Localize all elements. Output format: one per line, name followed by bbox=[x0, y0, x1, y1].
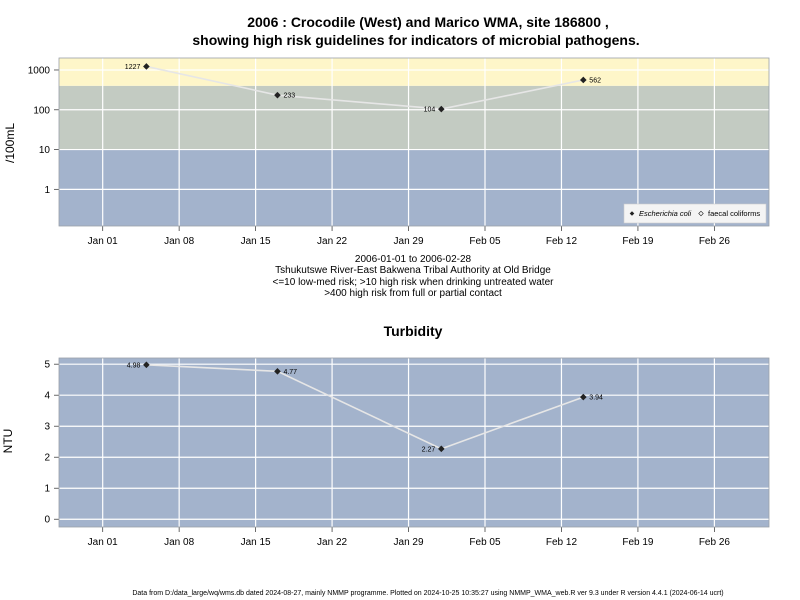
chart1-note-risk-drinking: <=10 low-med risk; >10 high risk when dr… bbox=[273, 277, 555, 288]
chart1-legend-label-faecal: faecal coliforms bbox=[708, 209, 760, 218]
chart2-data-label: 4.77 bbox=[283, 369, 297, 376]
chart2-data-label: 2.27 bbox=[422, 446, 436, 453]
chart2-y-tick-label: 1 bbox=[44, 484, 50, 495]
chart1-data-point bbox=[438, 105, 445, 113]
chart1-y-tick-label: 10 bbox=[39, 145, 51, 156]
chart2-data-label: 4.98 bbox=[127, 362, 141, 369]
chart2-x-tick-label: Jan 22 bbox=[317, 537, 347, 548]
chart2-y-tick-label: 4 bbox=[44, 391, 50, 402]
chart1-data-label: 562 bbox=[589, 77, 601, 84]
chart1-legend bbox=[623, 203, 767, 224]
chart1-x-tick-label: Jan 08 bbox=[164, 236, 194, 247]
chart2-data-point bbox=[438, 445, 445, 453]
chart2-x-tick-label: Feb 12 bbox=[546, 537, 578, 548]
chart2-x-tick-label: Jan 01 bbox=[88, 537, 118, 548]
chart2-background bbox=[59, 358, 769, 527]
chart1-risk-band-1 bbox=[59, 85, 769, 150]
chart1-note-risk-contact: >400 high risk from full or partial cont… bbox=[324, 288, 502, 299]
chart2-data-point bbox=[580, 393, 587, 401]
chart1-x-tick-label: Jan 01 bbox=[88, 236, 118, 247]
chart1-risk-band-2 bbox=[59, 58, 769, 86]
chart1-y-axis-label: /100mL bbox=[3, 123, 17, 163]
chart1-frame bbox=[58, 57, 770, 227]
chart1-x-tick-label: Jan 22 bbox=[317, 236, 347, 247]
chart1-title-line2: showing high risk guidelines for indicat… bbox=[192, 32, 639, 48]
chart1-title-line1: 2006 : Crocodile (West) and Marico WMA, … bbox=[247, 14, 609, 30]
chart1-x-tick-label: Feb 05 bbox=[469, 236, 501, 247]
chart2-data-point bbox=[143, 361, 150, 369]
chart2-frame bbox=[58, 357, 770, 528]
chart2-data-point bbox=[274, 368, 281, 375]
chart1-y-tick-label: 1000 bbox=[28, 65, 51, 76]
chart1-x-tick-label: Jan 15 bbox=[241, 236, 271, 247]
chart2-series-line bbox=[146, 364, 584, 450]
chart1-data-label: 104 bbox=[424, 107, 436, 114]
chart1-data-point bbox=[274, 91, 281, 99]
chart2-y-tick-label: 5 bbox=[44, 360, 50, 371]
chart1-data-point bbox=[143, 63, 150, 70]
chart1-legend-marker-faecal bbox=[698, 210, 704, 217]
chart2-y-tick-label: 3 bbox=[44, 422, 50, 433]
chart1-y-tick-label: 100 bbox=[33, 105, 50, 116]
chart2-plot-area: Jan 01 Jan 08 Jan 15 Jan 22 Jan 29 Feb 05 Feb … bbox=[44, 357, 770, 548]
chart2-title: Turbidity bbox=[384, 323, 443, 339]
chart1-data-point bbox=[580, 76, 587, 84]
chart1-x-tick-label: Feb 12 bbox=[546, 236, 578, 247]
chart1-note-site: Tshukutswe River-East Bakwena Tribal Aut… bbox=[275, 265, 551, 276]
footer-source-note: Data from D:/data_large/wq/wms.db dated … bbox=[132, 590, 723, 597]
chart2-x-tick-label: Jan 08 bbox=[164, 537, 194, 548]
chart1-x-tick-label: Feb 26 bbox=[699, 236, 731, 247]
chart1-series-line bbox=[146, 65, 584, 110]
chart2-y-tick-label: 0 bbox=[44, 515, 50, 526]
chart2-data-label: 3.94 bbox=[589, 395, 603, 402]
chart1-x-tick-label: Jan 29 bbox=[394, 236, 424, 247]
chart1-y-tick-label: 1 bbox=[44, 185, 50, 196]
chart1-legend-marker-ecoli bbox=[629, 211, 635, 216]
chart1-data-label: 233 bbox=[283, 93, 295, 100]
chart1-plot-area: Jan 01 Jan 08 Jan 15 Jan 22 Jan 29 Feb 05 Feb … bbox=[28, 57, 770, 247]
chart1-x-tick-label: Feb 19 bbox=[622, 236, 654, 247]
chart2-x-tick-label: Jan 29 bbox=[394, 537, 424, 548]
chart2-x-tick-label: Feb 19 bbox=[622, 537, 654, 548]
chart2-x-tick-label: Feb 05 bbox=[469, 537, 501, 548]
chart2-y-axis-label: NTU bbox=[1, 429, 15, 454]
chart1-data-label: 1227 bbox=[125, 64, 141, 71]
chart2-y-tick-label: 2 bbox=[44, 453, 50, 464]
chart1-note-date-range: 2006-01-01 to 2006-02-28 bbox=[355, 254, 472, 265]
chart1-legend-label-ecoli: Escherichia coli bbox=[639, 209, 691, 218]
chart2-x-tick-label: Feb 26 bbox=[699, 537, 731, 548]
chart2-x-tick-label: Jan 15 bbox=[241, 537, 271, 548]
